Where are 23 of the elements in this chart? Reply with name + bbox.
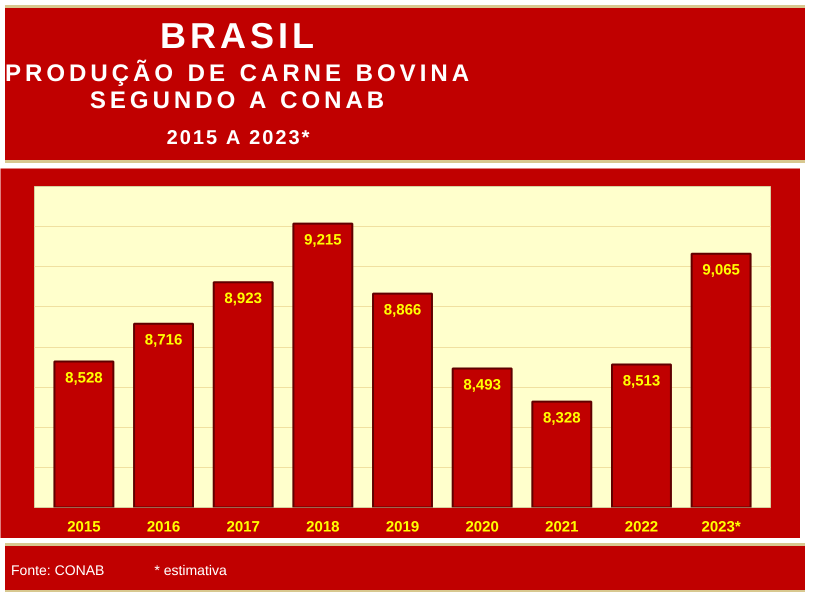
x-tick-label: 2017 xyxy=(226,518,260,536)
x-tick-label: 2019 xyxy=(386,518,420,536)
x-tick-label: 2016 xyxy=(146,518,180,536)
data-label: 8,528 xyxy=(65,369,103,386)
x-tick-label: 2023* xyxy=(702,518,741,536)
text: * estimativa xyxy=(154,561,227,580)
x-tick-label: 2022 xyxy=(624,518,658,536)
data-label: 8,493 xyxy=(463,376,501,394)
x-tick-label: 2018 xyxy=(306,518,340,536)
data-label: 8,716 xyxy=(144,332,182,349)
x-tick-label: 2015 xyxy=(67,518,101,536)
source-note: Fonte: CONAB xyxy=(11,561,104,580)
chart-subtitle: PRODUÇÃO DE CARNE BOVINA SEGUNDO A CONAB xyxy=(5,60,474,114)
text: 2015 A 2023* xyxy=(166,126,312,151)
data-label: 8,923 xyxy=(224,290,262,308)
data-label: 8,328 xyxy=(543,410,581,427)
data-label: 8,866 xyxy=(384,302,422,319)
data-label: 9,065 xyxy=(702,262,740,279)
chart-title: BRASIL xyxy=(159,15,320,56)
data-label: 9,215 xyxy=(304,232,342,249)
x-tick-label: 2020 xyxy=(465,518,499,536)
x-tick-label: 2021 xyxy=(545,518,578,536)
data-label: 8,513 xyxy=(622,372,660,390)
